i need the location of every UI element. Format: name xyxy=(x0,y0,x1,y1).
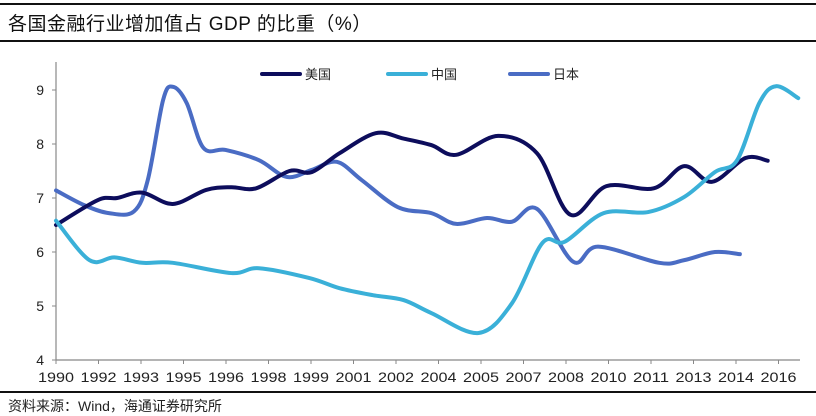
x-tick-label: 1998 xyxy=(251,370,287,385)
x-tick-label: 1999 xyxy=(293,370,329,385)
x-tick-label: 1990 xyxy=(38,370,74,385)
legend-label-1: 中国 xyxy=(431,67,457,82)
y-tick-label: 9 xyxy=(36,82,44,98)
legend-label-0: 美国 xyxy=(305,67,331,82)
x-tick-label: 2011 xyxy=(633,370,669,385)
x-tick-label: 2014 xyxy=(718,370,755,385)
source-note: 资料来源：Wind，海通证券研究所 xyxy=(8,398,222,414)
series-lines xyxy=(54,84,801,336)
x-tick-label: 1996 xyxy=(208,370,244,385)
x-tick-label: 1995 xyxy=(166,370,202,385)
footer-rule xyxy=(0,391,816,393)
x-tick-label: 2001 xyxy=(336,370,372,385)
series-line-2 xyxy=(54,84,742,266)
y-tick-label: 4 xyxy=(36,352,44,368)
y-tick-label: 7 xyxy=(36,190,44,206)
y-tick-label: 6 xyxy=(36,244,44,260)
title-rule xyxy=(0,40,816,42)
x-tick-label: 1992 xyxy=(81,370,117,385)
y-tick-label: 8 xyxy=(36,136,44,152)
x-tick-label: 1993 xyxy=(123,370,159,385)
x-tick-label: 2010 xyxy=(591,370,627,385)
top-rule xyxy=(0,3,816,5)
x-tick-label: 2005 xyxy=(463,370,499,385)
x-tick-label: 2007 xyxy=(506,370,542,385)
x-tick-label: 2016 xyxy=(761,370,797,385)
x-tick-label: 2002 xyxy=(378,370,414,385)
x-tick-label: 2004 xyxy=(421,370,458,385)
y-tick-label: 5 xyxy=(36,298,44,314)
series-line-1 xyxy=(54,84,801,336)
chart-title: 各国金融行业增加值占 GDP 的比重（%） xyxy=(8,14,372,35)
x-tick-label: 2008 xyxy=(548,370,584,385)
axes: 4 5 6 7 8 9 1990 1992 1993 1995 1996 1998 1999 2001 20… xyxy=(36,62,800,385)
legend-label-2: 日本 xyxy=(553,67,579,82)
series-line-0 xyxy=(54,130,770,227)
x-tick-label: 2013 xyxy=(676,370,712,385)
legend: 美国 中国 日本 xyxy=(260,67,579,82)
